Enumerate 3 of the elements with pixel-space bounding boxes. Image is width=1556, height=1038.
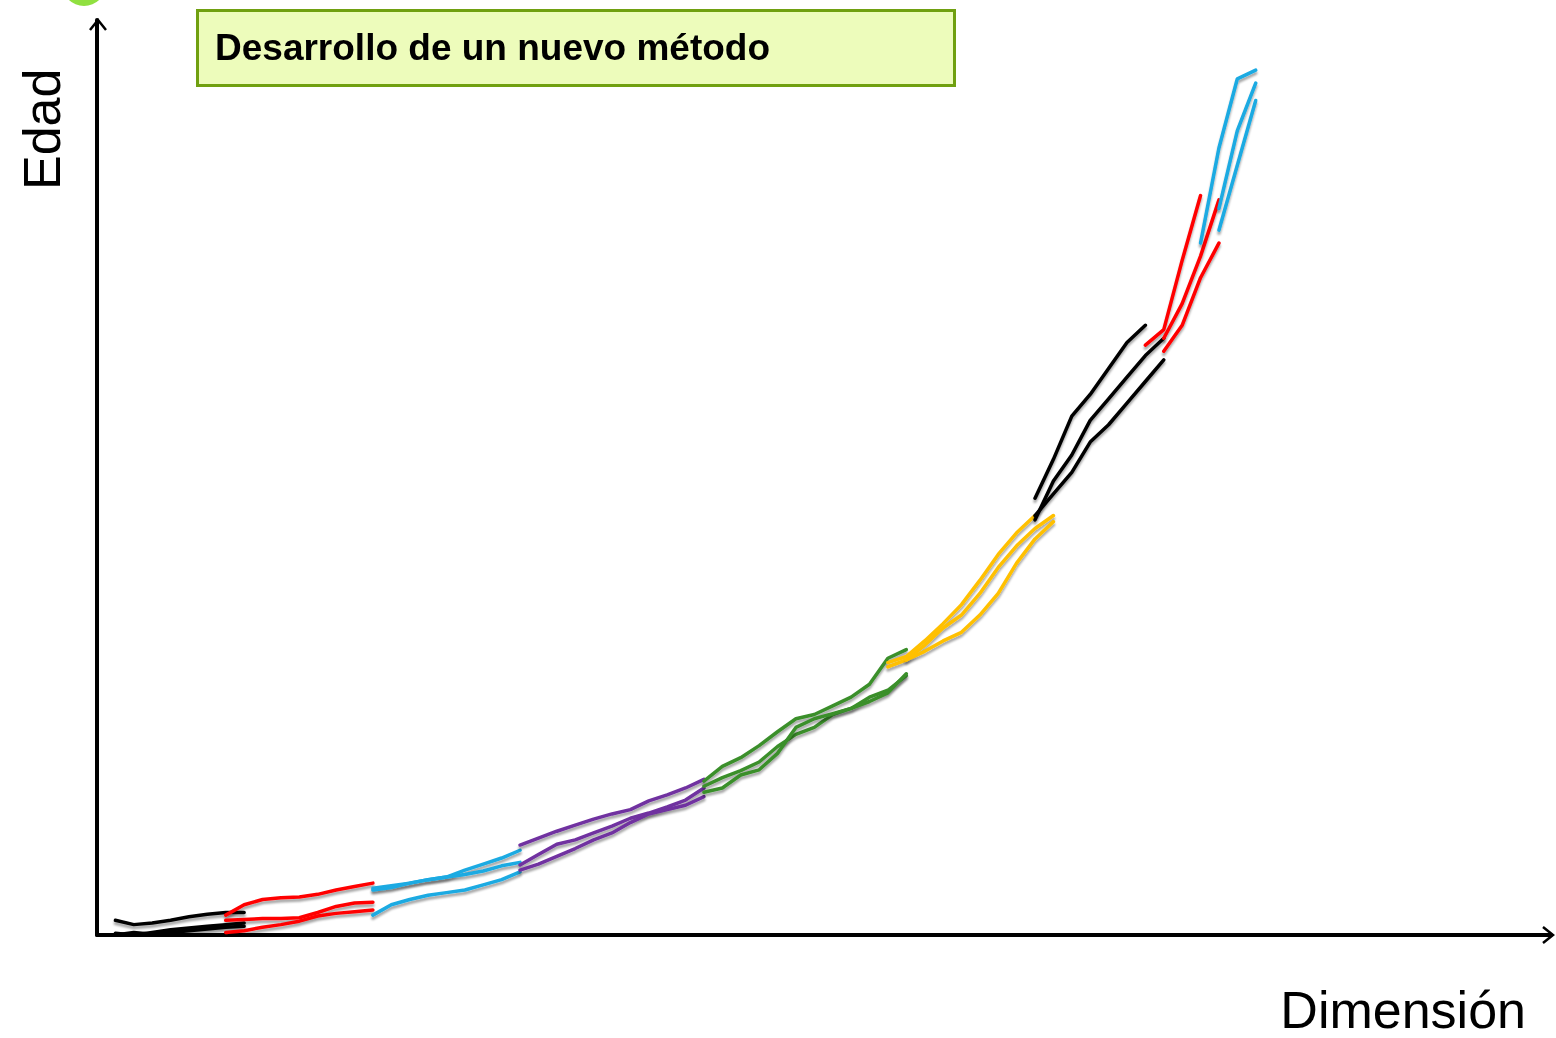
x-axis-title: Dimensión	[1280, 980, 1526, 1038]
chart-title: Desarrollo de un nuevo método	[215, 26, 771, 70]
y-axis-title: Edad	[12, 68, 72, 190]
